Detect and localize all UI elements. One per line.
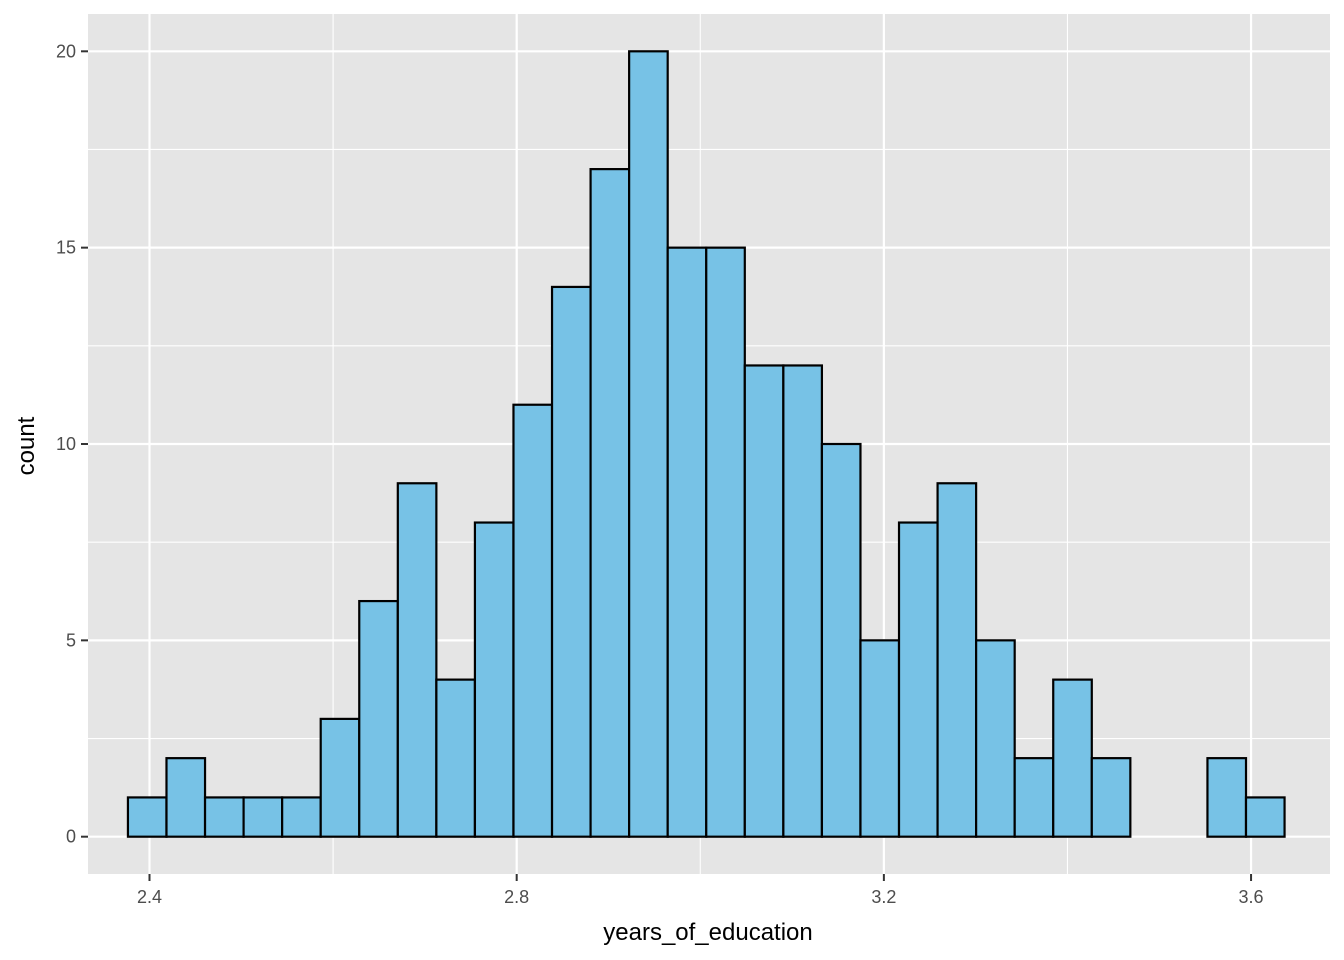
histogram-bar [705,246,746,838]
histogram-bar [281,796,322,838]
histogram-bar [666,246,708,838]
histogram-bar [1052,678,1093,838]
histogram-bar [1013,757,1055,838]
histogram-bar [396,482,438,838]
histogram-bar [165,757,207,838]
x-tick-label: 2.4 [137,887,162,907]
histogram-bar [203,796,245,838]
histogram-bar [1244,796,1286,838]
histogram-bar [512,403,554,838]
histogram-bar [743,364,785,838]
y-axis: 0 5 10 15 20 [56,41,88,847]
histogram-bar [435,678,477,838]
y-tick-label: 15 [56,238,76,258]
y-axis-title: count [13,416,40,475]
histogram-bar [628,50,669,838]
histogram-bar [550,285,592,838]
histogram-bars [126,50,1286,838]
y-tick-label: 5 [66,630,76,650]
histogram-bar [473,521,515,838]
y-tick-label: 10 [56,434,76,454]
histogram-bar [358,599,399,838]
histogram-bar [1090,757,1132,838]
y-tick-label: 0 [66,827,76,847]
histogram-bar [975,639,1016,838]
histogram-bar [319,717,361,838]
histogram-bar [126,796,168,838]
x-tick-label: 3.6 [1239,887,1264,907]
histogram-bar [897,521,939,838]
histogram-bar [1206,757,1248,838]
y-tick-label: 20 [56,41,76,61]
x-tick-label: 2.8 [504,887,529,907]
x-axis-title: years_of_education [603,919,812,946]
histogram-bar [820,442,862,838]
histogram-bar [936,482,978,838]
x-axis: 2.4 2.8 3.2 3.6 [137,874,1264,907]
histogram-bar [782,364,824,838]
histogram-bar [859,639,901,838]
histogram-bar [589,168,631,838]
histogram-bar [242,796,284,838]
x-tick-label: 3.2 [871,887,896,907]
